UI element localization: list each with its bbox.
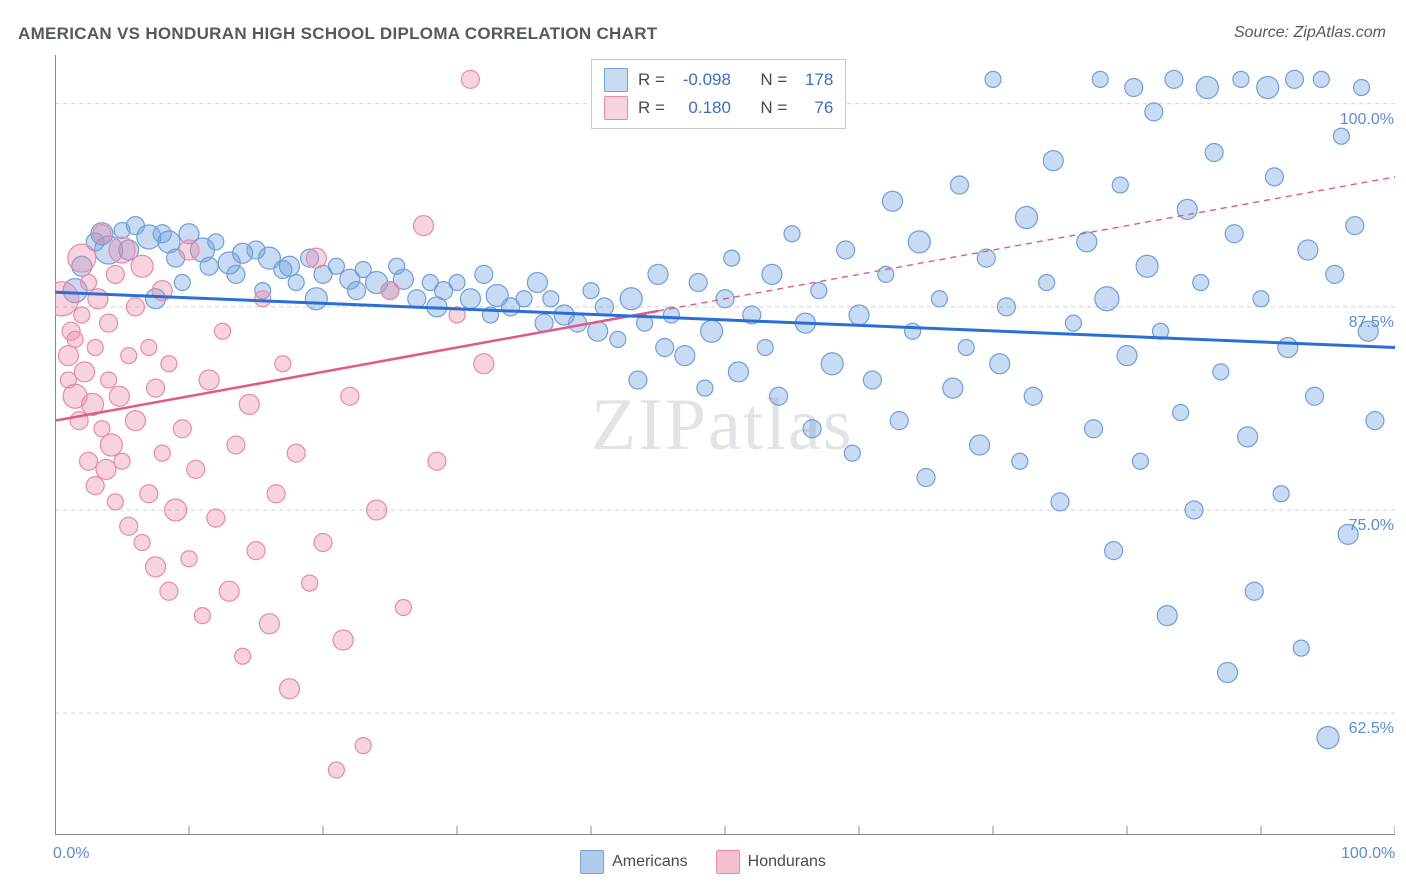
y-axis-tick-label: 87.5% xyxy=(1349,314,1394,332)
legend-item-americans: Americans xyxy=(580,850,688,874)
scatter-plot xyxy=(55,55,1395,835)
source-attribution: Source: ZipAtlas.com xyxy=(1234,24,1386,42)
legend-swatch-icon xyxy=(716,850,740,874)
stats-swatch-icon xyxy=(604,96,628,120)
chart-title: AMERICAN VS HONDURAN HIGH SCHOOL DIPLOMA… xyxy=(18,24,657,44)
chart-container: AMERICAN VS HONDURAN HIGH SCHOOL DIPLOMA… xyxy=(0,0,1406,892)
legend-bottom: Americans Hondurans xyxy=(580,850,826,874)
correlation-stats-box: R = -0.098 N = 178 R = 0.180 N = 76 xyxy=(591,59,846,129)
x-axis-tick-first: 0.0% xyxy=(53,845,89,863)
stats-row: R = -0.098 N = 178 xyxy=(604,66,833,94)
y-axis-tick-label: 62.5% xyxy=(1349,720,1394,738)
stats-n-label: N = xyxy=(760,70,787,90)
stats-n-value: 178 xyxy=(797,70,833,90)
y-axis-tick-label: 75.0% xyxy=(1349,517,1394,535)
legend-item-hondurans: Hondurans xyxy=(716,850,826,874)
legend-label: Hondurans xyxy=(748,853,826,871)
stats-r-label: R = xyxy=(638,98,665,118)
stats-n-label: N = xyxy=(760,98,787,118)
stats-r-value: 0.180 xyxy=(675,98,731,118)
y-axis-tick-label: 100.0% xyxy=(1340,111,1394,129)
stats-swatch-icon xyxy=(604,68,628,92)
x-axis-tick-last: 100.0% xyxy=(1341,845,1395,863)
legend-swatch-icon xyxy=(580,850,604,874)
stats-row: R = 0.180 N = 76 xyxy=(604,94,833,122)
stats-r-value: -0.098 xyxy=(675,70,731,90)
stats-n-value: 76 xyxy=(797,98,833,118)
legend-label: Americans xyxy=(612,853,688,871)
stats-r-label: R = xyxy=(638,70,665,90)
